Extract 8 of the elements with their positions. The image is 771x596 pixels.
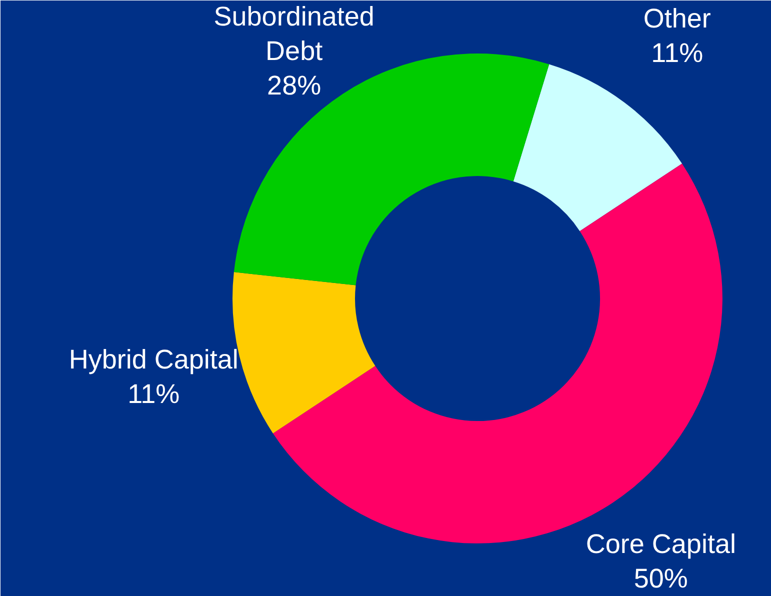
data-label: 50% — [634, 564, 688, 594]
data-label: 28% — [267, 70, 322, 101]
data-label: 11% — [128, 379, 180, 410]
slice-label: Hybrid Capital — [68, 344, 238, 375]
slice-label: Subordinated Debt — [214, 2, 374, 66]
slice-label: Other — [643, 3, 711, 34]
data-label: 11% — [651, 38, 704, 68]
slice-label: Core Capital — [586, 529, 736, 560]
